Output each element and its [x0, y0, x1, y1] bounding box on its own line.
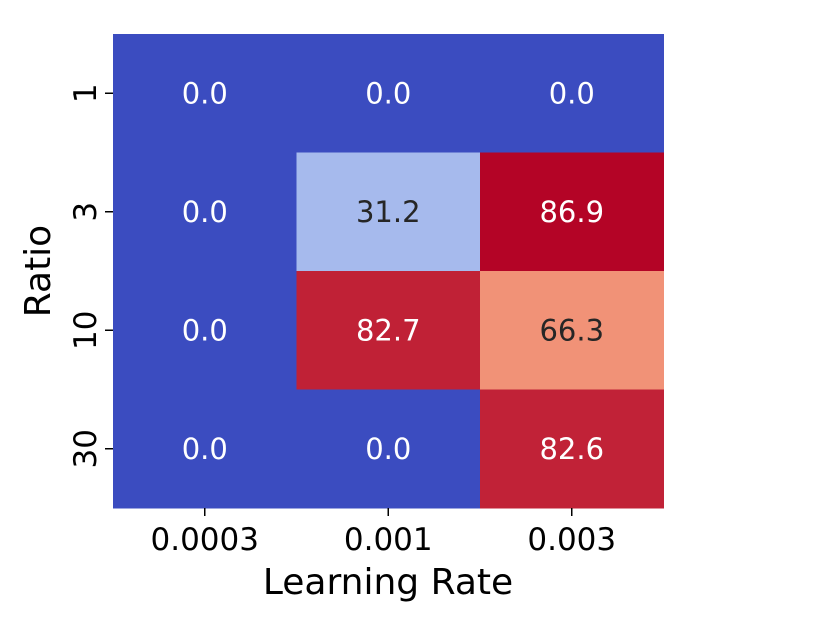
- y-axis-label: Ratio: [18, 225, 59, 317]
- heatmap-cell-label-3-2: 82.6: [539, 432, 604, 466]
- heatmap-cell-3-2: [480, 389, 664, 509]
- heatmap-cell-3-0: [113, 389, 297, 509]
- x-axis-ticks: 0.0003 0.001 0.003: [151, 508, 616, 558]
- heatmap-cell-label-0-2: 0.0: [549, 76, 595, 110]
- x-tick-label-2: 0.003: [527, 522, 616, 558]
- heatmap-cell-label-2-1: 82.7: [356, 313, 421, 347]
- y-tick-label-3: 30: [68, 429, 104, 468]
- heatmap-cell-label-3-0: 0.0: [182, 432, 228, 466]
- heatmap-cell-labels: 0.0 0.0 0.0 0.0 31.2 86.9 0.0 82.7 66.3 0.0 0.0 82.…: [182, 76, 604, 466]
- x-axis-label: Learning Rate: [263, 562, 513, 603]
- y-tick-label-1: 3: [68, 202, 104, 222]
- heatmap-cell-0-0: [113, 34, 297, 153]
- heatmap-cell-label-1-0: 0.0: [182, 195, 228, 229]
- heatmap-cell-0-2: [480, 34, 664, 153]
- heatmap-cell-2-1: [296, 271, 481, 390]
- x-tick-label-0: 0.0003: [151, 522, 259, 558]
- heatmap-cell-label-2-2: 66.3: [539, 313, 604, 347]
- heatmap-cell-1-1: [296, 152, 481, 272]
- heatmap-cell-label-0-0: 0.0: [182, 76, 228, 110]
- heatmap-cell-0-1: [296, 34, 481, 153]
- heatmap-cell-label-3-1: 0.0: [365, 432, 411, 466]
- heatmap-cell-1-2: [480, 152, 664, 272]
- y-tick-label-2: 10: [68, 311, 104, 350]
- y-axis-ticks: 1 3 10 30: [68, 83, 113, 468]
- heatmap-cell-label-2-0: 0.0: [182, 313, 228, 347]
- heatmap-cell-label-0-1: 0.0: [365, 76, 411, 110]
- heatmap-cell-2-2: [480, 271, 664, 390]
- heatmap-cell-label-1-2: 86.9: [539, 195, 604, 229]
- heatmap-cell-1-0: [113, 152, 297, 272]
- heatmap-cell-2-0: [113, 271, 297, 390]
- heatmap-cell-label-1-1: 31.2: [356, 195, 421, 229]
- heatmap-cells: [113, 34, 664, 509]
- y-tick-label-0: 1: [68, 83, 104, 103]
- heatmap-cell-3-1: [296, 389, 481, 509]
- x-tick-label-1: 0.001: [344, 522, 433, 558]
